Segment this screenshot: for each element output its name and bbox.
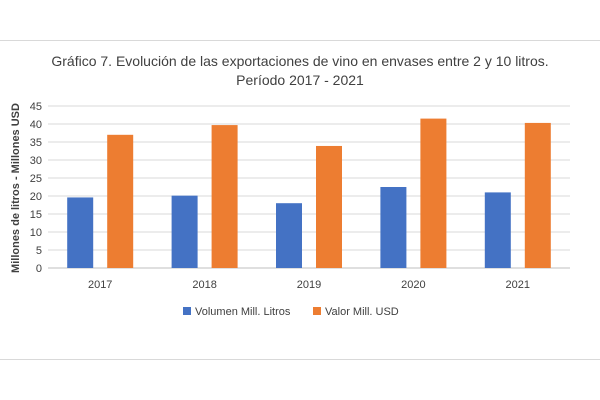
y-tick-label: 10 xyxy=(30,227,42,239)
x-axis-ticks: 2017 2018 2019 2020 2021 xyxy=(88,279,530,291)
x-tick-label: 2019 xyxy=(297,279,321,291)
bars xyxy=(67,118,551,268)
y-tick-label: 15 xyxy=(30,209,42,221)
gridlines xyxy=(48,105,570,269)
bar-valor-2018 xyxy=(211,125,238,268)
bar-valor-2020 xyxy=(420,118,447,268)
bar-volumen-2018 xyxy=(171,195,198,268)
bar-volumen-2020 xyxy=(380,187,407,268)
legend-swatch xyxy=(313,307,321,315)
y-tick-label: 20 xyxy=(30,191,42,203)
chart-subtitle: Período 2017 - 2021 xyxy=(236,72,364,88)
x-tick-label: 2017 xyxy=(88,279,112,291)
bar-valor-2019 xyxy=(316,145,342,268)
y-tick-label: 5 xyxy=(36,245,42,257)
y-tick-label: 35 xyxy=(30,137,42,149)
y-tick-label: 25 xyxy=(30,173,42,185)
y-axis-ticks: 0 5 10 15 20 25 30 35 40 45 xyxy=(30,101,42,275)
y-tick-label: 40 xyxy=(30,119,42,131)
bar-volumen-2017 xyxy=(67,197,94,268)
bar-valor-2017 xyxy=(107,134,134,268)
legend-swatch xyxy=(183,307,191,315)
legend-label: Volumen Mill. Litros xyxy=(195,306,291,318)
legend-label: Valor Mill. USD xyxy=(325,306,399,318)
y-tick-label: 0 xyxy=(36,263,42,275)
y-tick-label: 45 xyxy=(30,101,42,113)
chart-title: Gráfico 7. Evolución de las exportacione… xyxy=(51,53,549,69)
y-tick-label: 30 xyxy=(30,155,42,167)
x-tick-label: 2018 xyxy=(192,279,216,291)
bar-volumen-2019 xyxy=(276,203,302,268)
y-axis-label: Millones de litros - Millones USD xyxy=(10,103,22,273)
x-tick-label: 2021 xyxy=(506,279,530,291)
bar-valor-2021 xyxy=(524,122,551,268)
x-tick-label: 2020 xyxy=(401,279,425,291)
legend: Volumen Mill. Litros Valor Mill. USD xyxy=(183,306,399,318)
chart-frame xyxy=(0,40,600,360)
bar-volumen-2021 xyxy=(484,192,511,268)
